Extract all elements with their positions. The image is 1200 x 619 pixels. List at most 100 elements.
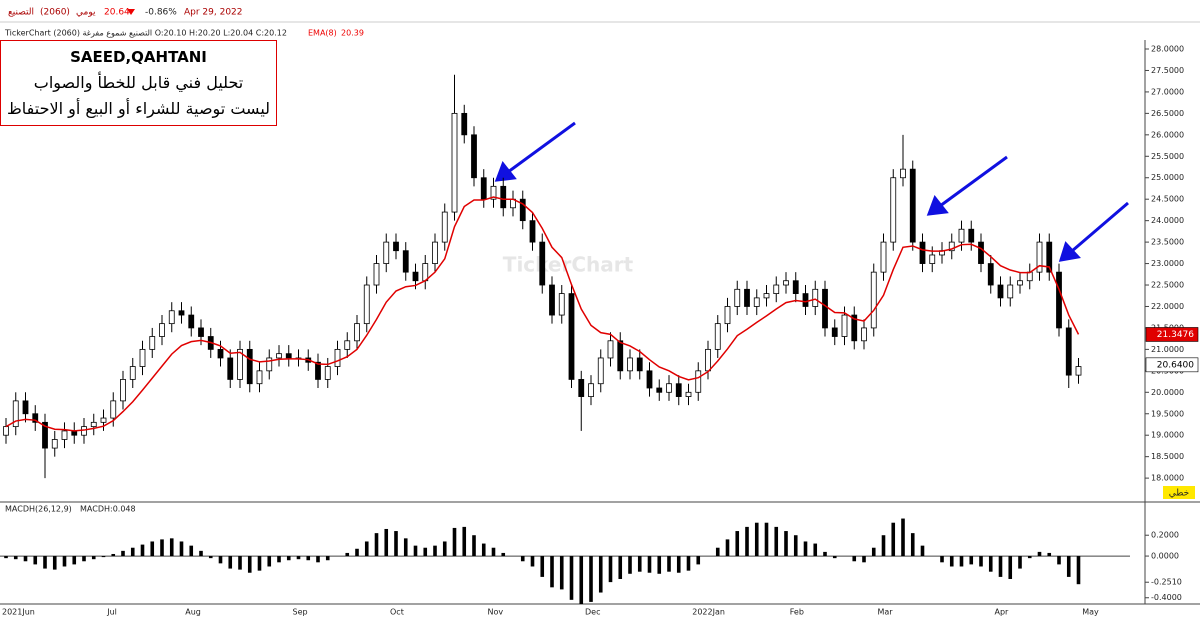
candle-body: [763, 293, 770, 299]
y-tick-label: 27.5000: [1151, 66, 1184, 75]
candle-body: [500, 185, 507, 209]
macd-bar: [130, 547, 135, 557]
macd-bar: [345, 552, 350, 557]
candle-body: [909, 168, 916, 243]
macd-bar: [189, 545, 194, 557]
candle-body: [344, 340, 351, 350]
candle-body: [675, 383, 682, 397]
macd-bar: [1018, 556, 1022, 569]
macd-bar: [940, 556, 944, 563]
candle-body: [529, 220, 536, 243]
y-tick-label: 0.2000: [1151, 531, 1179, 540]
candle-body: [578, 379, 585, 397]
candle-body: [139, 348, 146, 367]
macd-bar: [325, 556, 330, 561]
candle-body: [1056, 271, 1062, 329]
macd-bar: [696, 556, 701, 565]
candle-body: [958, 228, 965, 243]
candle-body: [324, 366, 331, 380]
candle-body: [42, 421, 48, 449]
candle-body: [812, 288, 819, 307]
arrow-head: [926, 194, 949, 216]
macd-bar: [784, 531, 788, 557]
candle-body: [841, 314, 848, 337]
macd-bar: [823, 551, 827, 557]
macd-bar: [413, 545, 418, 557]
macd-bar: [520, 556, 525, 562]
macd-bar: [306, 556, 311, 561]
candle-body: [285, 353, 292, 359]
macd-bar: [13, 556, 18, 560]
macd-bar: [4, 556, 8, 559]
macd-bar: [901, 518, 905, 557]
y-tick-label: 20.0000: [1151, 388, 1184, 397]
last-price: 20.64: [104, 8, 130, 18]
macd-bar: [247, 556, 252, 573]
candle-body: [51, 439, 58, 449]
macd-bar: [374, 533, 379, 557]
candle-body: [656, 387, 663, 393]
candle-body: [61, 430, 68, 440]
macd-bar: [169, 538, 174, 557]
macd-bar: [33, 556, 38, 565]
x-tick-label: Aug: [185, 608, 201, 617]
y-tick-label: 22.5000: [1151, 281, 1184, 290]
arrow: [939, 155, 1008, 208]
candle-body: [246, 348, 253, 385]
candle-body: [276, 353, 282, 359]
macd-value: MACDH:0.048: [80, 505, 136, 514]
candle-body: [968, 228, 975, 243]
macd-bar: [1066, 556, 1071, 577]
symbol-name: التصنيع: [8, 8, 34, 18]
macd-bar: [199, 550, 203, 557]
price-tag: [1145, 357, 1199, 373]
macd-bar: [754, 522, 759, 557]
candle-body: [110, 400, 117, 419]
y-tick-label: -0.4000: [1151, 593, 1182, 602]
candle-body: [412, 271, 419, 282]
candle-body: [22, 400, 29, 415]
macd-bar: [589, 556, 593, 602]
macd-bar: [160, 539, 164, 557]
macd-bar: [277, 556, 281, 563]
y-tick-label: 0.0000: [1151, 552, 1179, 561]
macd-bar: [403, 538, 408, 557]
candle-body: [987, 263, 994, 286]
macd-bar: [803, 541, 808, 557]
y-tick-label: 25.0000: [1151, 173, 1184, 182]
x-tick-label: Dec: [585, 608, 600, 617]
macd-bar: [491, 547, 496, 557]
candle-body: [695, 370, 702, 393]
y-tick-label: 22.0000: [1151, 302, 1184, 311]
macd-bar: [423, 547, 428, 557]
macd-bar: [715, 547, 720, 557]
y-tick-label: 23.5000: [1151, 238, 1184, 247]
macd-bar: [871, 547, 876, 557]
macd-bar: [618, 556, 623, 579]
macd-bar: [101, 556, 106, 558]
scale-mode: خطي: [1169, 489, 1189, 499]
note-box: SAEED,QAHTANI تحليل فني قابل للخطأ والصو…: [0, 40, 277, 126]
price-tag-label: 20.6400: [1157, 360, 1194, 370]
macd-bar: [559, 556, 564, 590]
macd-bar: [979, 556, 983, 567]
candle-body: [568, 293, 575, 380]
ema-value: 20.39: [341, 29, 364, 38]
y-tick-label: 19.0000: [1151, 431, 1184, 440]
x-tick-label: Sep: [293, 608, 308, 617]
macd-bar: [228, 556, 233, 569]
macd-bar: [647, 556, 652, 573]
macd-bar: [179, 541, 184, 557]
candle-body: [1065, 327, 1072, 376]
x-tick-label: Jul: [106, 608, 117, 617]
note-author: SAEED,QAHTANI: [70, 48, 207, 66]
period: يومي: [76, 8, 96, 18]
x-tick-label: Mar: [878, 608, 894, 617]
x-tick-label: 2022Jan: [692, 608, 725, 617]
macd-bar: [150, 541, 155, 557]
candle-body: [802, 293, 809, 307]
candle-body: [12, 400, 19, 428]
macd-bar: [745, 526, 749, 557]
candle-body: [451, 112, 458, 213]
macd-bar: [1076, 556, 1081, 585]
